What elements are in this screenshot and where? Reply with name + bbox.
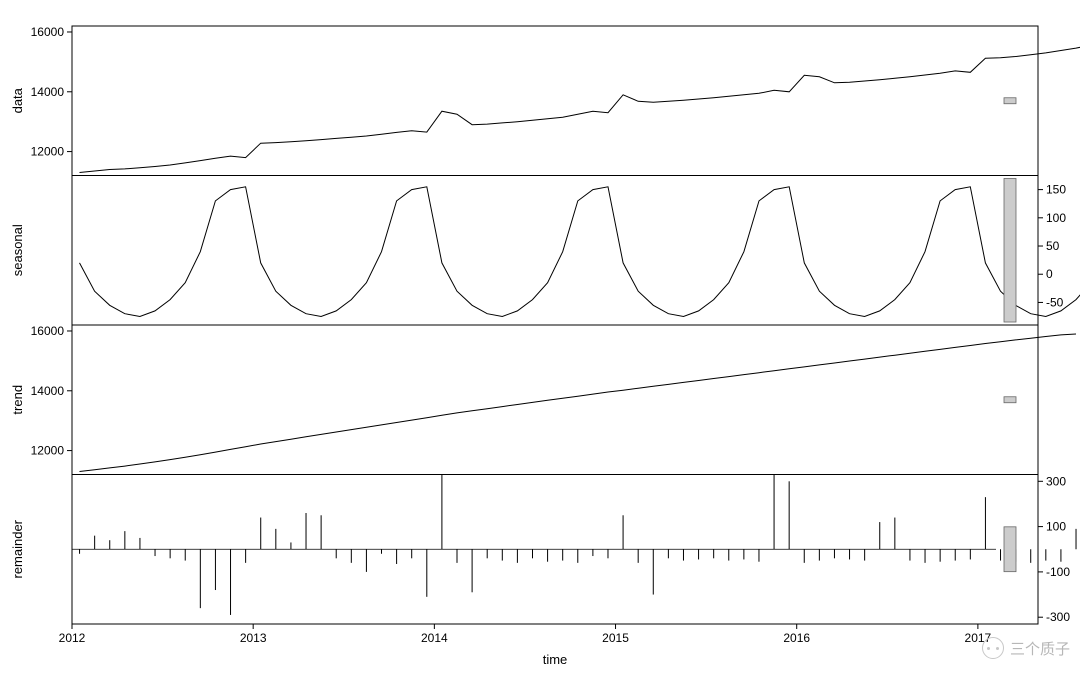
svg-text:2013: 2013 [240, 631, 267, 645]
svg-text:2014: 2014 [421, 631, 448, 645]
stl-decomposition-chart: 12000 14000 16000 data -50 0 50 100 150 seasonal 1… [0, 0, 1080, 687]
svg-text:300: 300 [1046, 474, 1066, 488]
svg-text:14000: 14000 [31, 85, 65, 99]
svg-text:12000: 12000 [31, 145, 65, 159]
svg-text:remainder: remainder [10, 519, 25, 578]
watermark: 三个质子 [982, 637, 1070, 659]
svg-text:16000: 16000 [31, 25, 65, 39]
svg-text:2012: 2012 [59, 631, 86, 645]
svg-text:seasonal: seasonal [10, 224, 25, 276]
svg-text:12000: 12000 [31, 444, 65, 458]
svg-text:-100: -100 [1046, 565, 1070, 579]
svg-text:14000: 14000 [31, 384, 65, 398]
svg-text:50: 50 [1046, 239, 1060, 253]
svg-text:100: 100 [1046, 520, 1066, 534]
svg-text:data: data [10, 87, 25, 113]
svg-text:time: time [543, 652, 568, 667]
svg-text:2015: 2015 [602, 631, 629, 645]
svg-text:16000: 16000 [31, 324, 65, 338]
svg-text:trend: trend [10, 385, 25, 415]
svg-text:-50: -50 [1046, 295, 1064, 309]
svg-text:150: 150 [1046, 183, 1066, 197]
watermark-text: 三个质子 [1010, 638, 1070, 659]
svg-text:0: 0 [1046, 267, 1053, 281]
svg-text:2016: 2016 [783, 631, 810, 645]
wechat-icon [982, 637, 1004, 659]
svg-text:100: 100 [1046, 211, 1066, 225]
svg-text:-300: -300 [1046, 610, 1070, 624]
